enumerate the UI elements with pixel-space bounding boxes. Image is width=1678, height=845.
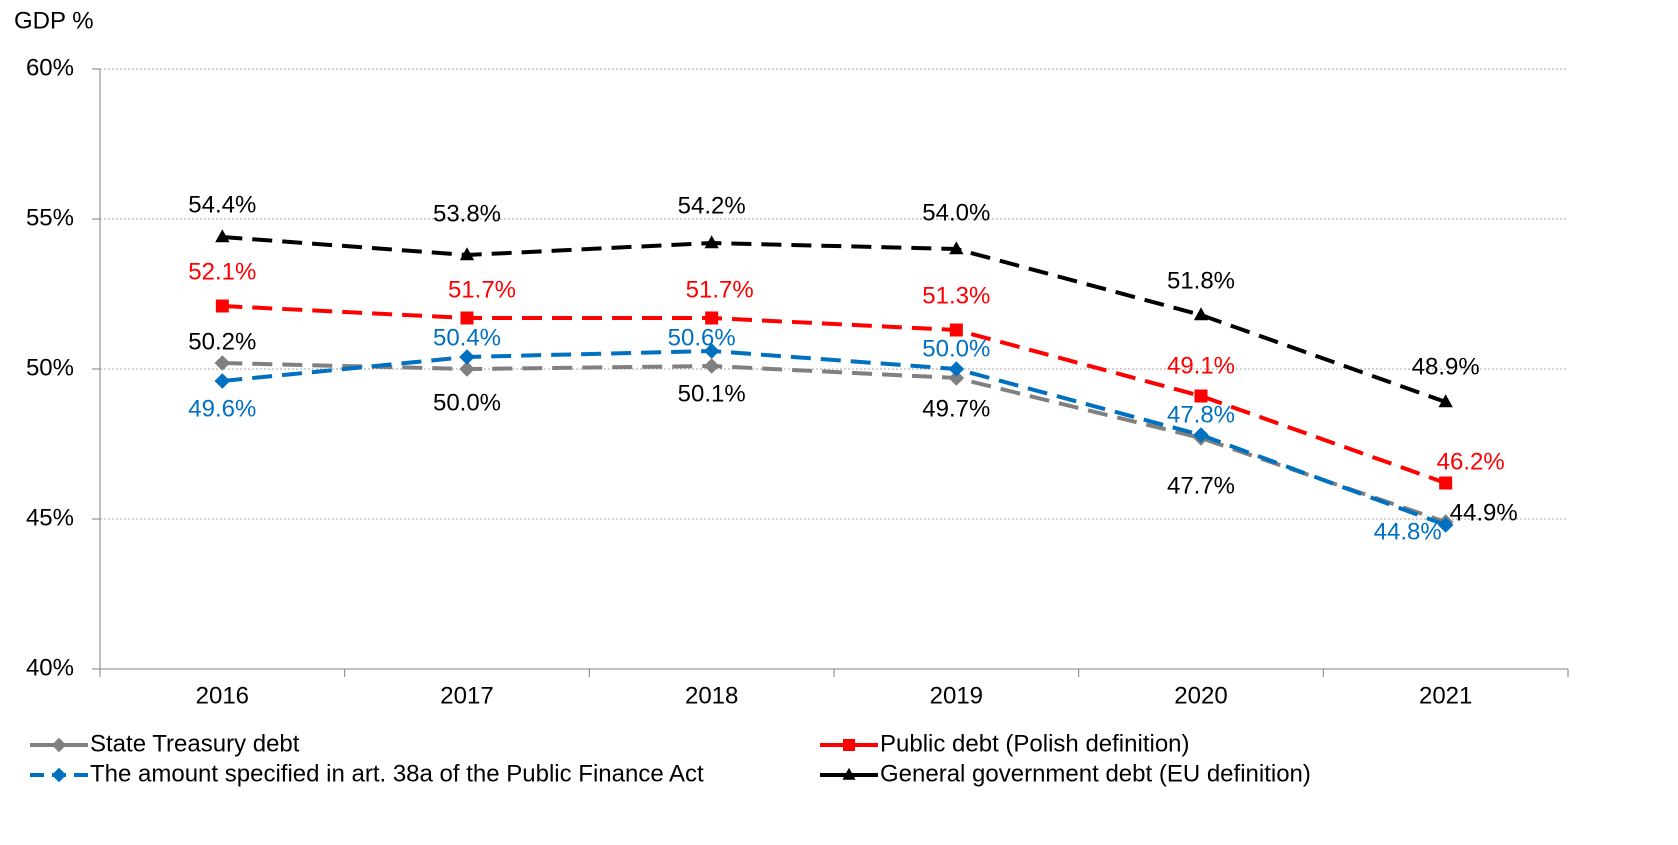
x-tick-label: 2020 (1174, 682, 1227, 709)
legend-label: State Treasury debt (90, 730, 300, 757)
data-label: 48.9% (1412, 353, 1480, 380)
y-axis-label: GDP % (14, 7, 94, 34)
series-line (222, 361, 1447, 524)
data-label: 53.8% (433, 200, 501, 227)
data-label: 44.8% (1374, 518, 1442, 545)
data-label: 44.9% (1450, 499, 1518, 526)
legend-label: The amount specified in art. 38a of the … (90, 760, 704, 787)
series-line (222, 304, 1447, 485)
marker (1439, 476, 1453, 490)
marker (842, 767, 856, 780)
marker (459, 349, 475, 365)
data-label: 54.2% (678, 192, 746, 219)
marker (51, 767, 67, 783)
marker (1438, 394, 1453, 408)
marker (215, 299, 229, 313)
data-label: 49.6% (188, 395, 256, 422)
data-label: 54.4% (188, 191, 256, 218)
marker (843, 739, 855, 751)
data-label: 50.0% (433, 389, 501, 416)
x-tick-label: 2017 (440, 682, 493, 709)
marker (703, 343, 720, 359)
series-line (222, 348, 1447, 527)
data-label: 54.0% (922, 199, 990, 226)
marker (215, 229, 230, 243)
marker (214, 355, 231, 371)
y-tick-label: 50% (26, 354, 74, 381)
data-label: 49.1% (1167, 352, 1235, 379)
x-tick-label: 2021 (1419, 682, 1472, 709)
y-tick-label: 40% (26, 654, 74, 681)
marker (1193, 427, 1209, 443)
marker (948, 361, 965, 377)
data-label: 50.1% (678, 380, 746, 407)
marker (948, 370, 965, 386)
marker (705, 311, 719, 325)
marker (1194, 389, 1208, 403)
data-label: 51.8% (1167, 267, 1235, 294)
x-tick-label: 2016 (196, 682, 249, 709)
y-tick-label: 45% (26, 504, 74, 531)
data-label: 50.0% (922, 335, 990, 362)
data-label: 51.7% (686, 276, 754, 303)
marker (51, 737, 67, 753)
marker (214, 373, 231, 389)
data-label: 51.3% (922, 282, 990, 309)
legend-label: Public debt (Polish definition) (880, 730, 1190, 757)
data-label: 49.7% (922, 395, 990, 422)
y-tick-label: 55% (26, 204, 74, 231)
marker (949, 323, 963, 337)
legend-label: General government debt (EU definition) (880, 760, 1311, 787)
marker (459, 361, 475, 377)
marker (459, 247, 475, 261)
x-tick-label: 2018 (685, 682, 738, 709)
data-label: 51.7% (448, 276, 516, 303)
marker (1193, 307, 1209, 321)
data-label: 47.8% (1167, 401, 1235, 428)
data-label: 47.7% (1167, 472, 1235, 499)
data-label: 46.2% (1437, 448, 1505, 475)
data-label: 52.1% (188, 258, 256, 285)
x-tick-label: 2019 (930, 682, 983, 709)
data-label: 50.6% (668, 324, 736, 351)
marker (703, 358, 720, 374)
marker (704, 235, 719, 249)
marker (460, 311, 474, 325)
series-line (222, 235, 1447, 404)
data-label: 50.4% (433, 324, 501, 351)
data-label: 50.2% (188, 328, 256, 355)
marker (949, 241, 964, 255)
marker (1437, 517, 1454, 533)
y-tick-label: 60% (26, 54, 74, 81)
